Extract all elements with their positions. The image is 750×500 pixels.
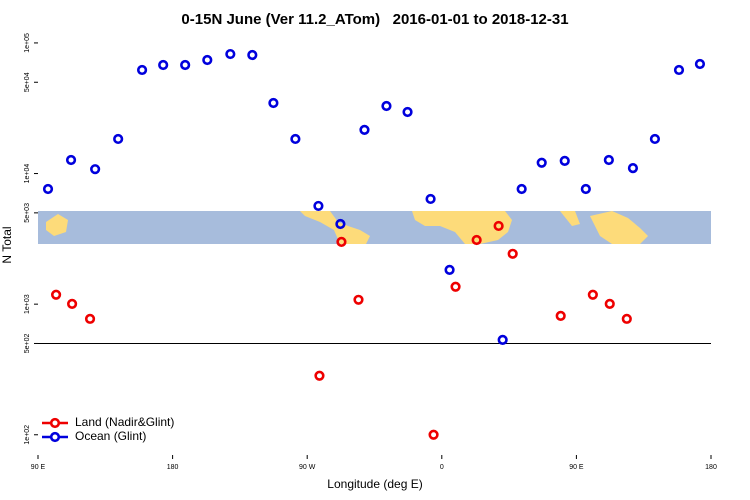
legend-label: Land (Nadir&Glint) — [75, 415, 174, 429]
legend-marker — [49, 417, 61, 429]
chart-title: 0-15N June (Ver 11.2_ATom) 2016-01-01 to… — [181, 11, 568, 28]
y-tick-label: 1e+04 — [24, 164, 31, 184]
point — [336, 236, 347, 247]
point — [559, 155, 570, 166]
point — [247, 49, 258, 61]
point — [493, 220, 504, 232]
point — [158, 59, 169, 71]
y-tick-label: 5e+04 — [24, 72, 31, 92]
x-tick-label: 90 W — [299, 464, 316, 471]
legend-label: Ocean (Glint) — [75, 429, 146, 443]
point — [290, 133, 301, 145]
x-tick-label: 180 — [167, 464, 179, 471]
point — [444, 264, 455, 275]
point — [313, 200, 324, 212]
y-tick-label: 1e+03 — [24, 294, 31, 314]
y-tick-label: 5e+02 — [24, 334, 31, 354]
point — [268, 97, 279, 109]
point — [359, 124, 370, 135]
point — [90, 164, 101, 175]
x-tick-label: 90 E — [31, 464, 46, 471]
point — [425, 193, 436, 205]
point — [402, 106, 413, 118]
point — [335, 218, 346, 230]
world-map-strip — [38, 211, 711, 244]
y-tick-label: 5e+03 — [24, 203, 31, 223]
point — [314, 370, 325, 381]
point — [180, 59, 191, 71]
x-tick-label: 0 — [440, 464, 444, 471]
point — [587, 289, 598, 300]
point — [580, 183, 591, 195]
y-axis-label: N Total — [0, 226, 14, 263]
point — [225, 48, 236, 60]
point — [694, 58, 706, 70]
legend-marker — [49, 431, 61, 443]
point — [603, 154, 614, 166]
point — [450, 281, 461, 292]
point — [113, 133, 124, 145]
y-tick-label: 1e+02 — [24, 425, 31, 445]
point — [66, 298, 78, 309]
point — [516, 183, 527, 195]
x-axis-label: Longitude (deg E) — [327, 477, 422, 491]
point — [42, 183, 54, 195]
point — [84, 313, 96, 324]
x-tick-label: 180 — [705, 464, 717, 471]
point — [497, 334, 508, 345]
point — [673, 64, 685, 76]
point — [621, 313, 632, 324]
point — [136, 64, 148, 76]
y-tick-label: 1e+05 — [24, 33, 31, 53]
point — [555, 310, 566, 321]
x-tick-label: 90 E — [569, 464, 584, 471]
point — [381, 100, 392, 112]
point — [507, 248, 518, 259]
point — [627, 163, 639, 174]
point — [202, 54, 213, 66]
point — [604, 298, 615, 309]
point — [353, 294, 364, 305]
point — [65, 154, 77, 166]
point — [471, 234, 482, 246]
point — [50, 289, 62, 300]
point — [536, 157, 547, 168]
point — [649, 133, 661, 145]
point — [428, 429, 439, 440]
